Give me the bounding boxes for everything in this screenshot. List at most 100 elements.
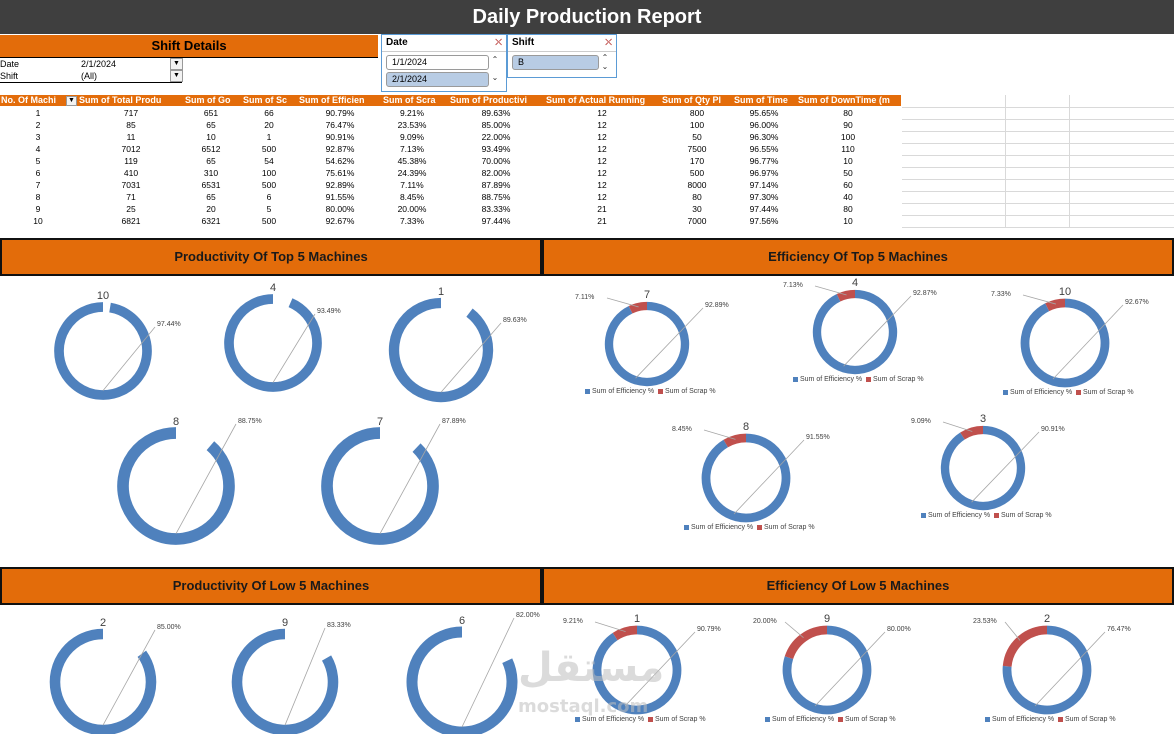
leader-line [1034, 631, 1106, 707]
productivity-value-label: 89.63% [503, 317, 527, 324]
pivot-cell: 310 [203, 168, 219, 178]
machine-label: 2 [1043, 613, 1051, 625]
leader-line [461, 617, 515, 728]
clear-filter-icon[interactable]: ⛌ [495, 37, 502, 47]
legend-label-scrap: Sum of Scrap % [665, 388, 716, 395]
productivity-ring [321, 427, 439, 545]
pivot-cell: 80 [843, 204, 853, 214]
pivot-cell: 6512 [201, 144, 221, 154]
scrap-slice [723, 433, 747, 448]
pivot-cell: 97.44% [481, 216, 511, 226]
pivot-cell: 3 [35, 132, 41, 142]
pivot-cell: 5 [266, 204, 272, 214]
pivot-cell: 60 [843, 180, 853, 190]
leader-line [703, 429, 736, 440]
pivot-cell: 96.00% [749, 120, 779, 130]
scroll-down-icon[interactable]: ⌄ [601, 62, 609, 71]
pivot-cell: 6531 [201, 180, 221, 190]
efficiency-slice [701, 433, 791, 523]
efficiency-slice [940, 425, 1026, 511]
pivot-filter-dropdown-icon[interactable]: ▼ [66, 96, 77, 106]
filter-dropdown-icon[interactable]: ▼ [170, 70, 183, 82]
pivot-cell: 90.91% [325, 132, 355, 142]
divider [0, 82, 182, 83]
leader-line [175, 423, 237, 534]
legend-swatch-scrap [648, 716, 654, 722]
pivot-cell: 96.77% [749, 156, 779, 166]
scroll-down-icon[interactable]: ⌄ [491, 73, 499, 82]
machine-label: 4 [851, 277, 859, 289]
pivot-cell: 92.87% [325, 144, 355, 154]
pivot-cell: 95.65% [749, 108, 779, 118]
pivot-cell: 119 [124, 156, 138, 166]
leader-line [843, 295, 912, 367]
leader-line [635, 307, 704, 379]
chart-legend: Sum of Efficiency % Sum of Scrap % [921, 512, 1052, 519]
leader-line [379, 423, 441, 534]
productivity-ring [224, 294, 322, 392]
clear-filter-icon[interactable]: ⛌ [605, 37, 612, 47]
legend-label-efficiency: Sum of Efficiency % [772, 716, 835, 723]
chart-legend: Sum of Efficiency % Sum of Scrap % [793, 376, 924, 383]
machine-label: 10 [1058, 286, 1072, 298]
shift-slicer[interactable]: Shift ⛌ B ⌃ ⌄ [507, 34, 617, 78]
leader-line [1004, 621, 1021, 641]
grid-row-line [902, 107, 1174, 108]
shift-slicer-item-selected[interactable]: B [512, 55, 599, 70]
pivot-cell: 71 [126, 192, 136, 202]
date-slicer-item[interactable]: 1/1/2024 [386, 55, 489, 70]
pivot-cell: 7.33% [399, 216, 425, 226]
machine-label: 4 [269, 282, 277, 294]
pivot-cell: 651 [203, 108, 219, 118]
date-slicer-title-text: Date [386, 37, 408, 48]
pivot-cell: 75.61% [325, 168, 355, 178]
watermark-url: mostaql.com [518, 696, 649, 717]
filter-dropdown-icon[interactable]: ▼ [170, 58, 183, 70]
date-slicer-item-selected[interactable]: 2/1/2024 [386, 72, 489, 87]
pivot-cell: 9.21% [399, 108, 425, 118]
pivot-cell: 8 [35, 192, 41, 202]
scroll-up-icon[interactable]: ⌃ [601, 53, 609, 62]
machine-label: 8 [742, 421, 750, 433]
grid-col-line [1005, 95, 1006, 227]
pivot-cell: 97.14% [749, 180, 779, 190]
legend-label-scrap: Sum of Scrap % [1001, 512, 1052, 519]
legend-swatch-efficiency [684, 524, 689, 530]
chart-legend: Sum of Efficiency % Sum of Scrap % [1003, 389, 1134, 396]
pivot-cell: 500 [689, 168, 705, 178]
legend-swatch-scrap [838, 716, 844, 722]
pivot-cell: 96.55% [749, 144, 779, 154]
pivot-cell: 80 [692, 192, 702, 202]
leader-line [594, 621, 626, 633]
pivot-cell: 6 [266, 192, 272, 202]
scrap-slice [612, 625, 638, 641]
pivot-cell: 92.67% [325, 216, 355, 226]
legend-swatch-scrap [994, 512, 1000, 518]
pivot-header-cell: Sum of Scra [382, 95, 449, 106]
efficiency-value-label: 92.89% [705, 302, 729, 309]
leader-line [1052, 304, 1124, 380]
date-slicer[interactable]: Date ⛌ 1/1/2024 2/1/2024 ⌃ ⌄ [381, 34, 507, 92]
pivot-cell: 65 [206, 156, 216, 166]
section-header-productivity-top: Productivity Of Top 5 Machines [0, 238, 542, 276]
pivot-cell: 500 [261, 216, 277, 226]
scroll-up-icon[interactable]: ⌃ [491, 55, 499, 64]
grid-row-line [902, 191, 1174, 192]
efficiency-value-label: 92.87% [913, 290, 937, 297]
pivot-header-cell: Sum of Efficien [298, 95, 382, 106]
pivot-cell: 100 [689, 120, 705, 130]
pivot-cell: 50 [843, 168, 853, 178]
pivot-cell: 100 [261, 168, 277, 178]
pivot-cell: 5 [35, 156, 41, 166]
efficiency-value-label: 76.47% [1107, 626, 1131, 633]
legend-label-scrap: Sum of Scrap % [1083, 389, 1134, 396]
scrap-value-label: 9.09% [911, 418, 931, 425]
legend-label-efficiency: Sum of Efficiency % [1010, 389, 1073, 396]
pivot-cell: 23.53% [397, 120, 427, 130]
pivot-cell: 7.13% [399, 144, 425, 154]
filter-label-shift: Shift [0, 71, 19, 81]
machine-label: 1 [437, 286, 445, 298]
pivot-cell: 21 [597, 216, 607, 226]
pivot-cell: 96.30% [749, 132, 779, 142]
grid-row-line [902, 155, 1174, 156]
